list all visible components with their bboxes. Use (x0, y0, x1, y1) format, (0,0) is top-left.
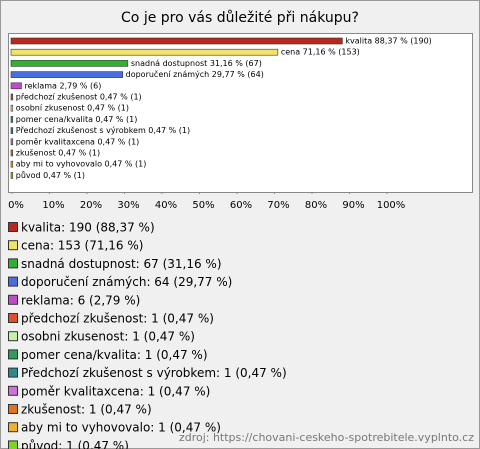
x-tick-label: 50% (192, 200, 214, 211)
legend-label: poměr kvalitaxcena: 1 (0,47 %) (21, 384, 210, 398)
legend-swatch (8, 258, 18, 269)
legend-label: snadná dostupnost: 67 (31,16 %) (21, 257, 222, 271)
bar (10, 48, 279, 56)
bar (10, 71, 123, 78)
bar (10, 60, 129, 67)
bar (10, 172, 14, 179)
data-label: doporučení známých 29,77 % (64) (126, 69, 264, 79)
legend-swatch (8, 404, 18, 414)
legend-swatch (8, 349, 18, 360)
x-tick-label: 10% (42, 200, 64, 211)
bar (10, 138, 14, 146)
bar (10, 82, 22, 90)
legend-label: reklama: 6 (2,79 %) (21, 293, 140, 307)
legend-swatch (8, 240, 18, 251)
legend-swatch (8, 331, 18, 342)
chart-title: Co je pro vás důležité při nákupu? (121, 10, 359, 26)
legend-label: aby mi to vyhovovalo: 1 (0,47 %) (21, 421, 221, 435)
x-tick-label: 80% (305, 200, 327, 211)
legend-label: kvalita: 190 (88,37 %) (21, 221, 155, 235)
legend-label: doporučení známých: 64 (29,77 %) (21, 275, 232, 289)
bar (10, 37, 343, 45)
x-tick-label: 90% (342, 200, 364, 211)
data-label: předchozí zkušenost 0,47 % (1) (16, 92, 142, 102)
legend-swatch (8, 222, 18, 232)
legend-label: osobni zkusenost: 1 (0,47 %) (21, 330, 195, 344)
data-label: reklama 2,79 % (6) (24, 81, 101, 90)
legend-label: zkušenost: 1 (0,47 %) (21, 403, 152, 417)
legend-swatch (8, 276, 18, 287)
bar (10, 116, 14, 123)
x-tick-label: 0% (8, 200, 24, 211)
x-tick-label: 20% (80, 200, 102, 211)
bar (10, 93, 14, 101)
x-tick-label: 100% (377, 200, 406, 211)
legend-swatch (8, 294, 18, 305)
data-label: snadná dostupnost 31,16 % (67) (131, 59, 262, 68)
legend-swatch (8, 367, 18, 378)
legend-label: Předchozí zkušenost s výrobkem: 1 (0,47 … (21, 366, 287, 380)
data-label: Předchozí zkušenost s výrobkem 0,47 % (1… (16, 125, 190, 135)
bar (10, 160, 14, 168)
data-label: pomer cena/kvalita 0,47 % (1) (16, 115, 138, 124)
legend-label: původ: 1 (0,47 %) (21, 439, 129, 449)
legend-label: pomer cena/kvalita: 1 (0,47 %) (21, 348, 208, 362)
data-label: poměr kvalitaxcena 0,47 % (1) (16, 137, 140, 146)
legend-label: cena: 153 (71,16 %) (21, 239, 143, 253)
bar (10, 104, 14, 112)
data-label: cena 71,16 % (153) (281, 48, 360, 57)
x-tick-label: 60% (230, 200, 252, 211)
data-label: kvalita 88,37 % (190) (345, 37, 431, 46)
legend-swatch (8, 422, 18, 433)
legend-swatch (8, 313, 18, 323)
bar (10, 127, 14, 134)
x-tick-label: 30% (117, 200, 139, 211)
data-label: aby mi to vyhovovalo 0,47 % (1) (16, 160, 147, 169)
data-label: původ 0,47 % (1) (16, 170, 85, 180)
data-label: zkušenost 0,47 % (1) (16, 148, 100, 158)
legend-swatch (8, 385, 18, 396)
x-tick-label: 70% (267, 200, 289, 211)
bar (10, 149, 14, 157)
source: zdroj: https://chovani-ceskeho-spotrebit… (179, 431, 474, 444)
x-tick-label: 40% (155, 200, 177, 211)
data-label: osobní zkusenost 0,47 % (1) (16, 104, 129, 113)
legend-label: předchozí zkušenost: 1 (0,47 %) (21, 312, 214, 326)
legend-swatch (8, 440, 18, 449)
plot-area (8, 33, 473, 193)
